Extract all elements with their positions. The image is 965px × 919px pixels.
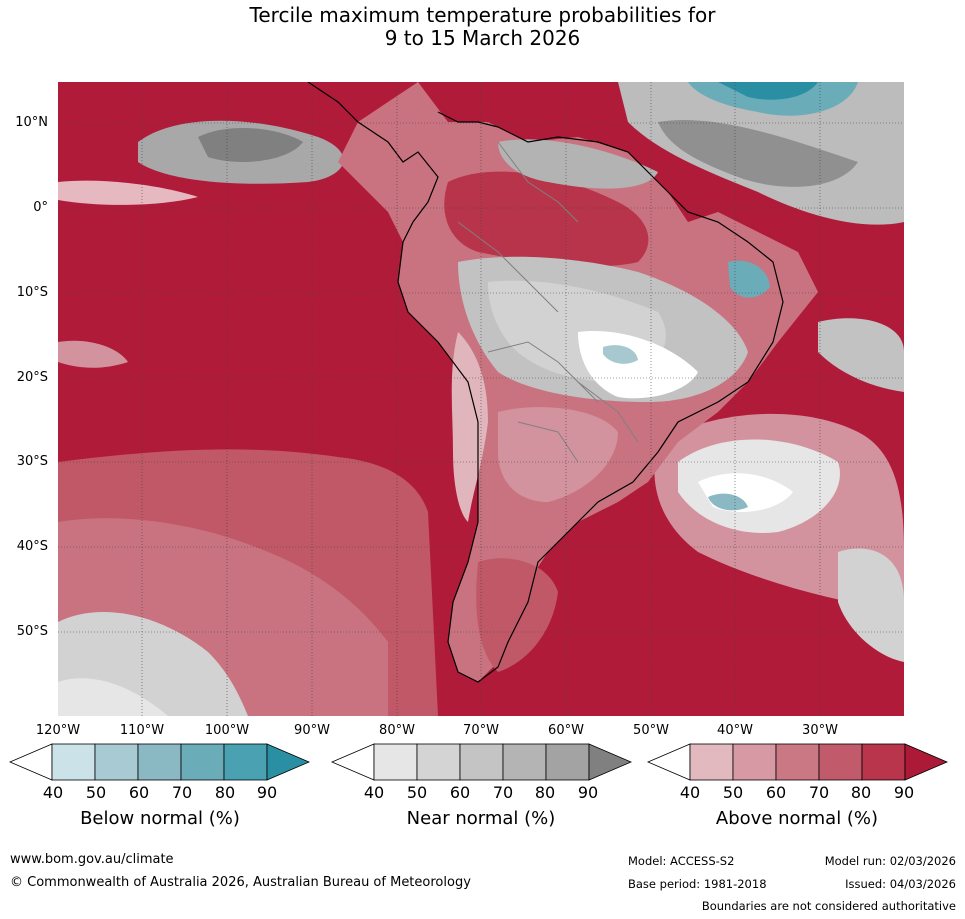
lon-label-120w: 120°W <box>35 723 81 738</box>
website-link[interactable]: www.bom.gov.au/climate <box>10 852 174 867</box>
brazil-east-blue <box>728 260 770 298</box>
pacific-light-patch <box>58 180 198 205</box>
lon-label-100w: 100°W <box>204 723 250 738</box>
colorbar-right-arrow <box>266 743 310 781</box>
tick: 80 <box>214 783 236 802</box>
lon-label-50w: 50°W <box>633 723 669 738</box>
base-period: Base period: 1981-2018 <box>628 877 767 891</box>
colorbar-segment <box>818 743 863 781</box>
colorbar-segment <box>51 743 96 781</box>
colorbar-segment <box>775 743 820 781</box>
near-normal-title: Near normal (%) <box>406 808 556 829</box>
colorbar-segment <box>459 743 504 781</box>
lat-label-10n: 10°N <box>15 115 48 130</box>
colorbar-segment <box>223 743 268 781</box>
below-normal-colorbar <box>8 743 310 781</box>
atlantic-south-grey <box>838 548 904 662</box>
chart-title: Tercile maximum temperature probabilitie… <box>0 4 965 50</box>
tick: 60 <box>765 783 787 802</box>
tick: 70 <box>808 783 830 802</box>
lon-label-80w: 80°W <box>379 723 415 738</box>
tick: 90 <box>256 783 278 802</box>
country-borders <box>457 141 639 463</box>
tick: 60 <box>449 783 471 802</box>
tick: 50 <box>406 783 428 802</box>
atlantic-blue-patch <box>708 493 748 511</box>
tick: 40 <box>679 783 701 802</box>
lat-label-20s: 20°S <box>16 370 48 385</box>
colorbar-right-arrow <box>904 743 948 781</box>
lon-label-110w: 110°W <box>119 723 165 738</box>
title-line-1: Tercile maximum temperature probabilitie… <box>249 3 716 27</box>
colorbar-segment <box>94 743 139 781</box>
model-run: Model run: 02/03/2026 <box>824 854 956 868</box>
near-normal-colorbar <box>330 743 632 781</box>
probability-map <box>58 82 904 716</box>
colorbar-segment <box>732 743 777 781</box>
colorbar-segment <box>137 743 182 781</box>
atlantic-blue-dark <box>718 82 818 100</box>
south-pacific-light <box>58 678 168 716</box>
colorbar-segment <box>180 743 225 781</box>
amazon-red <box>444 171 649 267</box>
lon-label-70w: 70°W <box>463 723 499 738</box>
southern-cone-light <box>498 407 618 502</box>
pacific-south-light <box>58 340 128 368</box>
tick: 60 <box>128 783 150 802</box>
tick: 80 <box>850 783 872 802</box>
colorbar-segment <box>373 743 418 781</box>
lon-label-60w: 60°W <box>548 723 584 738</box>
tick: 70 <box>171 783 193 802</box>
lon-label-40w: 40°W <box>717 723 753 738</box>
lon-label-90w: 90°W <box>294 723 330 738</box>
colorbar-left-arrow <box>330 743 375 781</box>
tick: 50 <box>85 783 107 802</box>
model-name: Model: ACCESS-S2 <box>628 854 735 868</box>
colorbar-left-arrow <box>8 743 53 781</box>
colorbar-segment <box>689 743 734 781</box>
below-normal-title: Below normal (%) <box>80 808 240 829</box>
lat-label-30s: 30°S <box>16 454 48 469</box>
colorbar-right-arrow <box>588 743 632 781</box>
tick: 50 <box>722 783 744 802</box>
atlantic-east-grey <box>818 318 904 392</box>
tick: 40 <box>363 783 385 802</box>
atlantic-north-dark <box>658 120 858 187</box>
andes-light <box>451 332 488 522</box>
tick: 80 <box>534 783 556 802</box>
tick: 70 <box>492 783 514 802</box>
tick: 90 <box>893 783 915 802</box>
grid <box>58 82 904 716</box>
above-normal-colorbar <box>646 743 948 781</box>
tick: 40 <box>42 783 64 802</box>
lat-label-10s: 10°S <box>16 285 48 300</box>
colorbar-left-arrow <box>646 743 691 781</box>
colorbar-segment <box>861 743 906 781</box>
title-line-2: 9 to 15 March 2026 <box>384 26 581 50</box>
coastline <box>307 82 784 683</box>
colorbar-segment <box>545 743 590 781</box>
brazil-central-blue <box>603 345 638 364</box>
colorbar-segment <box>416 743 461 781</box>
disclaimer: Boundaries are not considered authoritat… <box>701 899 956 913</box>
copyright: © Commonwealth of Australia 2026, Austra… <box>10 875 471 890</box>
northern-grey <box>498 139 658 189</box>
lon-label-30w: 30°W <box>802 723 838 738</box>
tick: 90 <box>577 783 599 802</box>
patagonia-red <box>476 558 558 672</box>
issued-date: Issued: 04/03/2026 <box>845 877 956 891</box>
lat-label-50s: 50°S <box>16 624 48 639</box>
lat-label-0: 0° <box>33 200 48 215</box>
pacific-grey-patch-2 <box>198 127 303 162</box>
above-normal-title: Above normal (%) <box>715 808 879 829</box>
colorbar-segment <box>502 743 547 781</box>
lat-label-40s: 40°S <box>16 539 48 554</box>
